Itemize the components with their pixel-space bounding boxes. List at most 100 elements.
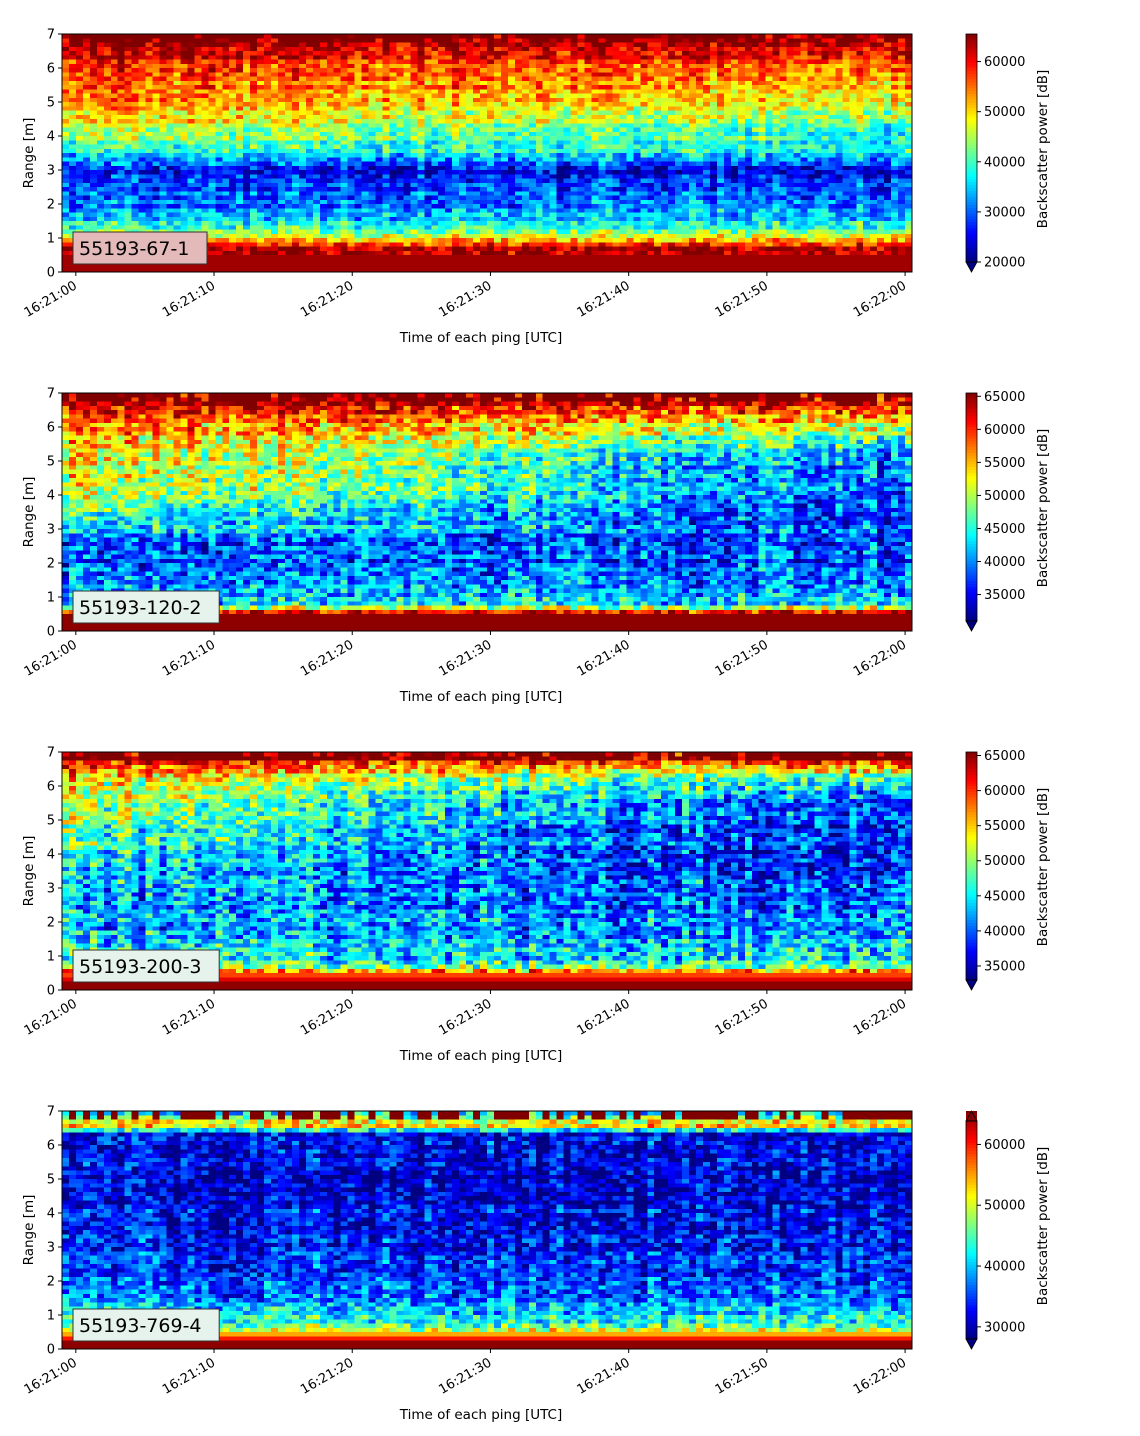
heatmap-cell bbox=[292, 47, 300, 52]
heatmap-cell bbox=[187, 72, 195, 77]
heatmap-cell bbox=[605, 230, 613, 235]
heatmap-cell bbox=[250, 264, 258, 269]
heatmap-cell bbox=[417, 230, 425, 235]
heatmap-cell bbox=[452, 106, 460, 111]
heatmap-cell bbox=[355, 60, 363, 65]
heatmap-cell bbox=[522, 230, 530, 235]
heatmap-cell bbox=[201, 149, 209, 154]
heatmap-cell bbox=[647, 238, 655, 243]
heatmap-cell bbox=[125, 119, 133, 124]
heatmap-cell bbox=[445, 200, 453, 205]
heatmap-cell bbox=[76, 145, 84, 150]
heatmap-cell bbox=[173, 77, 181, 82]
heatmap-cell bbox=[431, 217, 439, 222]
heatmap-cell bbox=[389, 225, 397, 230]
heatmap-cell bbox=[139, 123, 147, 128]
heatmap-cell bbox=[508, 259, 516, 264]
heatmap-cell bbox=[146, 179, 154, 184]
heatmap-cell bbox=[146, 213, 154, 218]
heatmap-cell bbox=[675, 111, 683, 116]
heatmap-cell bbox=[578, 238, 586, 243]
heatmap-cell bbox=[452, 170, 460, 175]
heatmap-cell bbox=[438, 102, 446, 107]
heatmap-cell bbox=[208, 128, 216, 133]
heatmap-cell bbox=[431, 183, 439, 188]
heatmap-cell bbox=[292, 106, 300, 111]
heatmap-cell bbox=[522, 157, 530, 162]
heatmap-cell bbox=[187, 136, 195, 141]
heatmap-cell bbox=[396, 213, 404, 218]
heatmap-cell bbox=[76, 191, 84, 196]
heatmap-cell bbox=[592, 191, 600, 196]
heatmap-cell bbox=[508, 72, 516, 77]
heatmap-cell bbox=[236, 179, 244, 184]
heatmap-cell bbox=[292, 111, 300, 116]
heatmap-cell bbox=[682, 47, 690, 52]
heatmap-cell bbox=[647, 255, 655, 260]
heatmap-cell bbox=[83, 153, 91, 158]
heatmap-cell bbox=[598, 38, 606, 43]
heatmap-cell bbox=[403, 255, 411, 260]
heatmap-cell bbox=[139, 179, 147, 184]
heatmap-cell bbox=[355, 179, 363, 184]
heatmap-cell bbox=[605, 111, 613, 116]
heatmap-cell bbox=[661, 200, 669, 205]
heatmap-cell bbox=[452, 68, 460, 73]
heatmap-cell bbox=[320, 94, 328, 99]
heatmap-cell bbox=[257, 264, 265, 269]
heatmap-cell bbox=[668, 221, 676, 226]
heatmap-cell bbox=[257, 119, 265, 124]
heatmap-cell bbox=[612, 145, 620, 150]
heatmap-cell bbox=[111, 72, 119, 77]
heatmap-cell bbox=[647, 191, 655, 196]
heatmap-cell bbox=[327, 115, 335, 120]
heatmap-cell bbox=[285, 264, 293, 269]
heatmap-cell bbox=[180, 55, 188, 60]
heatmap-cell bbox=[403, 234, 411, 239]
heatmap-cell bbox=[215, 123, 223, 128]
heatmap-cell bbox=[369, 157, 377, 162]
heatmap-cell bbox=[222, 255, 230, 260]
heatmap-cell bbox=[104, 170, 112, 175]
heatmap-cell bbox=[285, 166, 293, 171]
heatmap-cell bbox=[132, 55, 140, 60]
heatmap-cell bbox=[417, 140, 425, 145]
heatmap-cell bbox=[222, 60, 230, 65]
heatmap-cell bbox=[564, 98, 572, 103]
heatmap-cell bbox=[62, 145, 70, 150]
heatmap-cell bbox=[675, 166, 683, 171]
heatmap-cell bbox=[668, 217, 676, 222]
heatmap-cell bbox=[250, 55, 258, 60]
heatmap-cell bbox=[222, 247, 230, 252]
heatmap-cell bbox=[118, 208, 126, 213]
heatmap-cell bbox=[571, 208, 579, 213]
heatmap-cell bbox=[250, 64, 258, 69]
heatmap-cell bbox=[69, 183, 77, 188]
heatmap-cell bbox=[173, 38, 181, 43]
heatmap-cell bbox=[571, 115, 579, 120]
heatmap-cell bbox=[557, 247, 565, 252]
heatmap-cell bbox=[139, 34, 147, 39]
heatmap-cell bbox=[243, 234, 251, 239]
heatmap-cell bbox=[194, 204, 202, 209]
heatmap-cell bbox=[592, 89, 600, 94]
heatmap-cell bbox=[466, 166, 474, 171]
heatmap-cell bbox=[466, 251, 474, 256]
heatmap-cell bbox=[431, 247, 439, 252]
heatmap-cell bbox=[431, 136, 439, 141]
heatmap-cell bbox=[257, 132, 265, 137]
heatmap-cell bbox=[675, 34, 683, 39]
heatmap-cell bbox=[362, 128, 370, 133]
heatmap-cell bbox=[208, 179, 216, 184]
heatmap-cell bbox=[236, 140, 244, 145]
heatmap-cell bbox=[194, 43, 202, 48]
heatmap-cell bbox=[264, 264, 272, 269]
heatmap-cell bbox=[292, 251, 300, 256]
heatmap-cell bbox=[167, 89, 175, 94]
heatmap-cell bbox=[445, 196, 453, 201]
heatmap-cell bbox=[543, 183, 551, 188]
heatmap-cell bbox=[306, 166, 314, 171]
heatmap-cell bbox=[592, 98, 600, 103]
heatmap-cell bbox=[187, 153, 195, 158]
heatmap-cell bbox=[320, 60, 328, 65]
